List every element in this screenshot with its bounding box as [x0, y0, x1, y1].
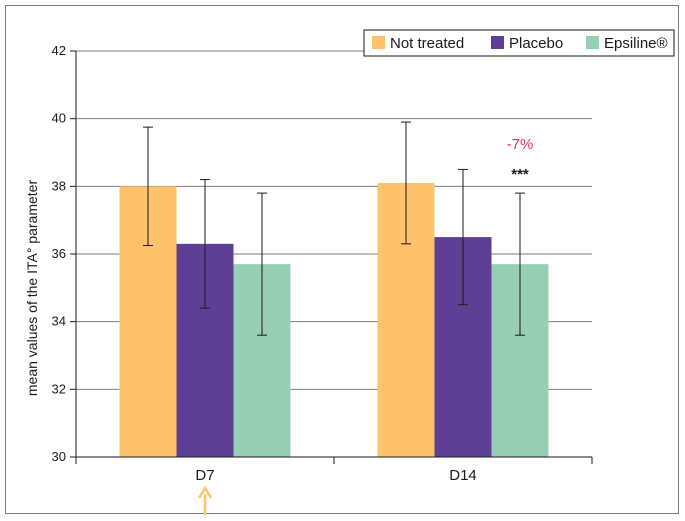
x-tick-label: D14: [449, 467, 477, 484]
y-tick-label: 36: [52, 246, 66, 261]
legend-label: Placebo: [509, 35, 563, 52]
axis-layer: 30 32 34 36 38 40 42 D7 D14: [52, 43, 593, 484]
legend: Not treated Placebo Epsiline®: [363, 29, 675, 57]
y-tick-label: 38: [52, 178, 66, 193]
arrow-icon-head: [197, 485, 213, 499]
legend-label: Not treated: [390, 35, 464, 52]
y-tick-label: 34: [52, 314, 66, 329]
x-tick-label: D7: [195, 467, 214, 484]
y-tick-label: 42: [52, 43, 66, 58]
y-tick-label: 30: [52, 449, 66, 464]
annotation-layer: -7% ***: [197, 136, 534, 515]
chart-frame: [5, 5, 679, 514]
bar-layer: [119, 121, 549, 458]
legend-box: [363, 29, 675, 57]
legend-swatch: [586, 36, 599, 49]
percent-change-label: -7%: [507, 136, 534, 153]
legend-swatch: [491, 36, 504, 49]
significance-label: ***: [511, 166, 529, 183]
y-axis-label: mean values of the ITA° parameter: [24, 180, 40, 397]
y-tick-label: 40: [52, 111, 66, 126]
legend-swatch: [372, 36, 385, 49]
y-tick-label: 32: [52, 381, 66, 396]
legend-label: Epsiline®: [604, 35, 668, 52]
